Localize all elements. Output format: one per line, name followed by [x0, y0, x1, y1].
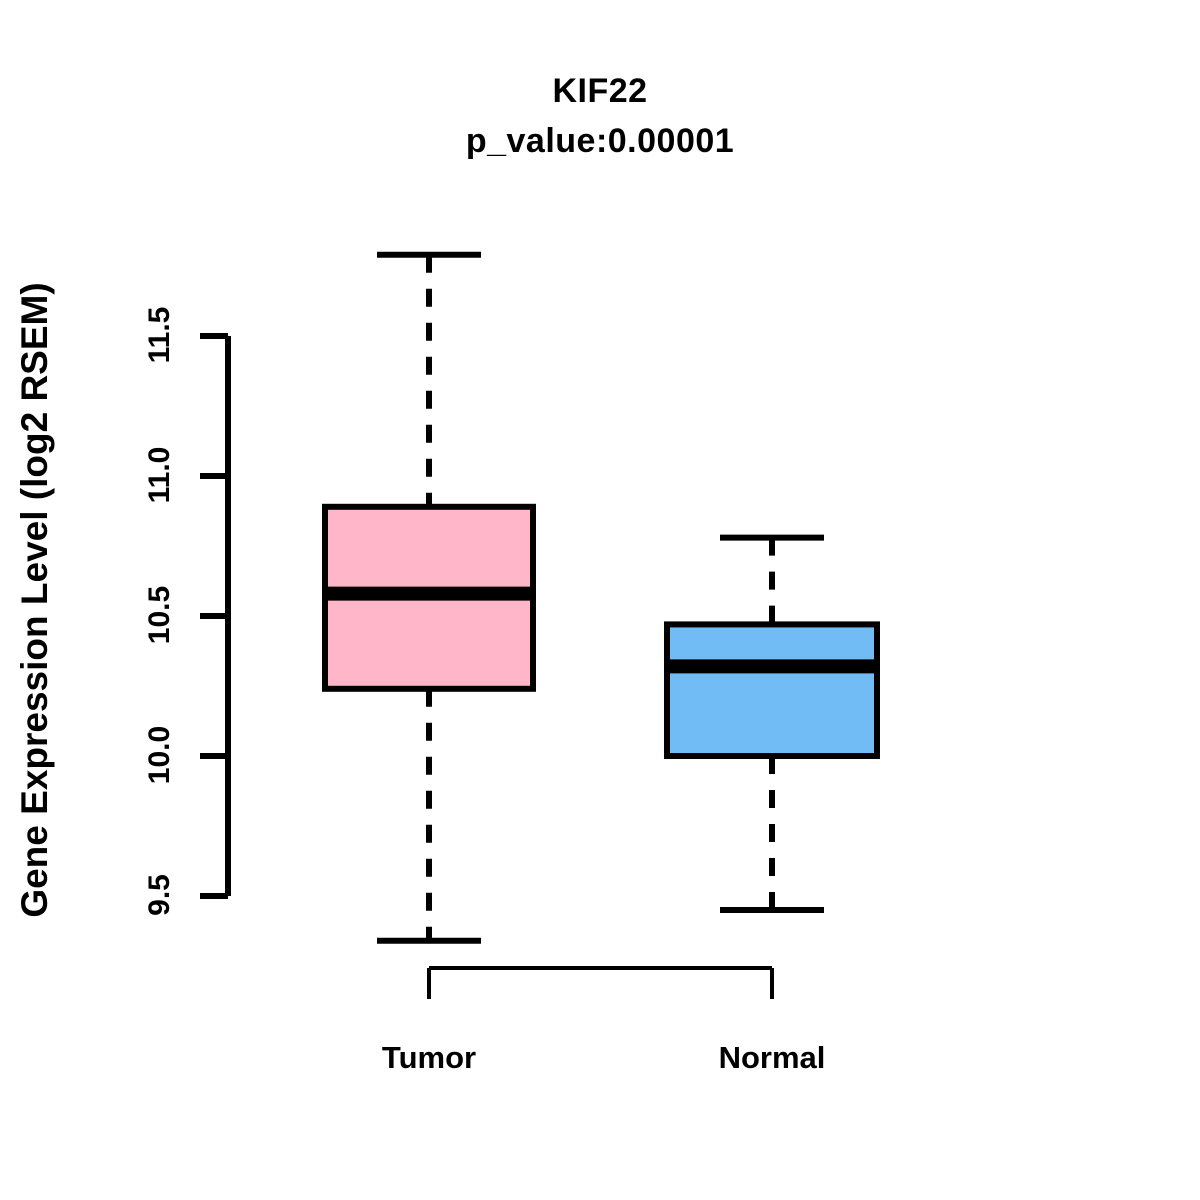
x-axis-bracket: [427, 966, 774, 999]
box-normal[interactable]: [664, 534, 880, 913]
chart-subtitle: p_value:0.00001: [465, 122, 735, 160]
y-tick-label: 10.0: [143, 725, 176, 785]
y-tick-label: 10.5: [143, 585, 176, 645]
box-group: [322, 251, 880, 944]
box-rect[interactable]: [664, 621, 880, 760]
y-tick-label: 11.5: [143, 306, 176, 364]
chart-title: KIF22: [552, 72, 648, 110]
x-tick-label-tumor: Tumor: [381, 1040, 477, 1075]
y-tick-label: 9.5: [143, 874, 176, 916]
box-tumor[interactable]: [322, 251, 536, 944]
y-axis: [200, 333, 231, 899]
y-tick-label: 11.0: [143, 446, 176, 504]
x-tick-label-normal: Normal: [718, 1040, 826, 1075]
